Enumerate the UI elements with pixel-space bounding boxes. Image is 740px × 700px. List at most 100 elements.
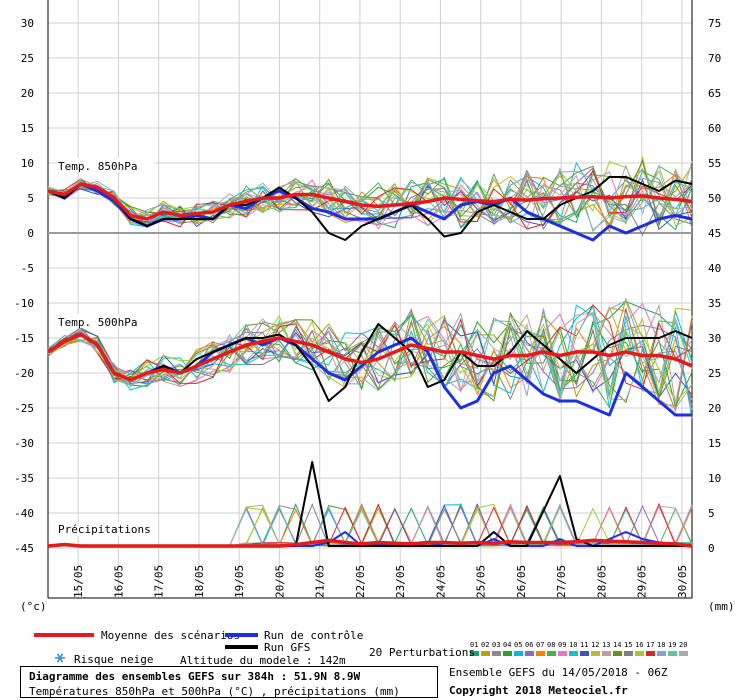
date-tick-label: 15/05 xyxy=(72,565,85,598)
legend-control-label: Run de contrôle xyxy=(264,629,363,642)
date-tick-label: 18/05 xyxy=(193,565,206,598)
left-tick-label: -30 xyxy=(14,437,34,450)
right-tick-label: 60 xyxy=(708,122,721,135)
perturbation-line-850 xyxy=(47,170,693,225)
perturbation-swatch xyxy=(525,651,534,656)
copyright: Copyright 2018 Meteociel.fr xyxy=(449,684,628,697)
date-tick-label: 25/05 xyxy=(475,565,488,598)
mean-line-precip xyxy=(47,538,693,548)
perturbation-number: 11 xyxy=(580,641,588,649)
perturbation-swatch xyxy=(492,651,501,656)
left-tick-label: -25 xyxy=(14,402,34,415)
perturbation-number: 04 xyxy=(503,641,511,649)
perturbation-swatch xyxy=(569,651,578,656)
right-tick-label: 45 xyxy=(708,227,721,240)
perturbation-number: 14 xyxy=(613,641,621,649)
perturbation-swatch xyxy=(679,651,688,656)
section-label-500-bg xyxy=(56,314,154,328)
perturbation-number: 19 xyxy=(668,641,676,649)
perturbation-number: 17 xyxy=(646,641,654,649)
perturbation-legend: 01 02 03 04 05 06 07 08 09 10 11 12 13 14 15 16 17 18 19 20 xyxy=(470,641,688,656)
left-tick-label: -40 xyxy=(14,507,34,520)
date-tick-label: 26/05 xyxy=(515,565,528,598)
perturbation-swatch xyxy=(635,651,644,656)
right-unit-label: (mm) xyxy=(708,600,735,613)
date-tick-label: 24/05 xyxy=(434,565,447,598)
section-label-850-bg xyxy=(56,158,154,172)
perturbation-swatch xyxy=(668,651,677,656)
diagram-subtitle: Températures 850hPa et 500hPa (°C) , pré… xyxy=(29,685,400,698)
mean-line-850 xyxy=(47,182,693,221)
date-tick-label: 27/05 xyxy=(555,565,568,598)
perturbation-line-850 xyxy=(47,165,693,226)
date-tick-label: 17/05 xyxy=(153,565,166,598)
perturbation-number: 08 xyxy=(547,641,555,649)
right-tick-label: 75 xyxy=(708,17,721,30)
date-tick-label: 30/05 xyxy=(676,565,689,598)
perturbation-number: 02 xyxy=(481,641,489,649)
perturbation-number: 05 xyxy=(514,641,522,649)
perturbation-line-500 xyxy=(47,297,693,406)
left-unit-label: (°c) xyxy=(20,600,47,613)
right-tick-label: 15 xyxy=(708,437,721,450)
plot-area xyxy=(48,0,692,598)
diagram-info-box: Diagramme des ensembles GEFS sur 384h : … xyxy=(20,666,438,698)
date-tick-label: 23/05 xyxy=(394,565,407,598)
left-tick-label: -5 xyxy=(21,262,34,275)
right-tick-label: 40 xyxy=(708,262,721,275)
right-tick-label: 35 xyxy=(708,297,721,310)
perturbation-line-850 xyxy=(47,159,693,227)
perturbation-swatch xyxy=(602,651,611,656)
left-tick-label: -20 xyxy=(14,367,34,380)
left-tick-label: 15 xyxy=(21,122,34,135)
perturbation-swatch xyxy=(580,651,589,656)
diagram-title: Diagramme des ensembles GEFS sur 384h : … xyxy=(29,670,361,683)
date-tick-label: 19/05 xyxy=(233,565,246,598)
date-tick-label: 29/05 xyxy=(636,565,649,598)
date-tick-label: 22/05 xyxy=(354,565,367,598)
perturbation-number: 16 xyxy=(635,641,643,649)
perturbation-swatch xyxy=(481,651,490,656)
gfs-line-850 xyxy=(47,176,693,241)
right-tick-label: 50 xyxy=(708,192,721,205)
perturbation-swatch xyxy=(536,651,545,656)
legend-snow-label: Risque neige xyxy=(74,653,153,665)
right-tick-label: 5 xyxy=(708,507,715,520)
mean-line-500 xyxy=(47,332,693,382)
date-axis-ticks: 15/05 16/05 17/05 18/05 19/05 20/05 21/05 22/05… xyxy=(72,565,689,598)
left-tick-label: -35 xyxy=(14,472,34,485)
legend-gfs-label: Run GFS xyxy=(264,641,310,654)
perturbation-number: 15 xyxy=(624,641,632,649)
right-tick-label: 70 xyxy=(708,52,721,65)
left-tick-label: 5 xyxy=(27,192,34,205)
section-label-precip: Précipitations xyxy=(58,523,151,536)
run-info: Ensemble GEFS du 14/05/2018 - 06Z xyxy=(449,666,668,679)
legend-mean-label: Moyenne des scénarios xyxy=(101,629,240,642)
perturbation-swatch xyxy=(558,651,567,656)
left-tick-label: 10 xyxy=(21,157,34,170)
perturbation-number: 12 xyxy=(591,641,599,649)
perturbation-swatch xyxy=(547,651,556,656)
perturbation-number: 20 xyxy=(679,641,687,649)
right-tick-label: 30 xyxy=(708,332,721,345)
snowflake-icon xyxy=(55,653,65,663)
left-tick-label: 0 xyxy=(27,227,34,240)
left-tick-label: -45 xyxy=(14,542,34,555)
perturbation-swatch xyxy=(613,651,622,656)
right-tick-label: 25 xyxy=(708,367,721,380)
section-label-850: Temp. 850hPa xyxy=(58,160,137,173)
left-tick-label: -15 xyxy=(14,332,34,345)
right-tick-label: 0 xyxy=(708,542,715,555)
main-run-lines xyxy=(47,176,693,548)
perturbation-line-500 xyxy=(47,312,693,410)
perturbation-number: 18 xyxy=(657,641,665,649)
model-altitude: Altitude du modele : 142m xyxy=(180,654,346,665)
perturbation-number: 09 xyxy=(558,641,566,649)
left-tick-label: -10 xyxy=(14,297,34,310)
perturbation-number: 03 xyxy=(492,641,500,649)
perturbation-number: 13 xyxy=(602,641,610,649)
perturbation-number: 01 xyxy=(470,641,478,649)
perturbation-swatch xyxy=(591,651,600,656)
